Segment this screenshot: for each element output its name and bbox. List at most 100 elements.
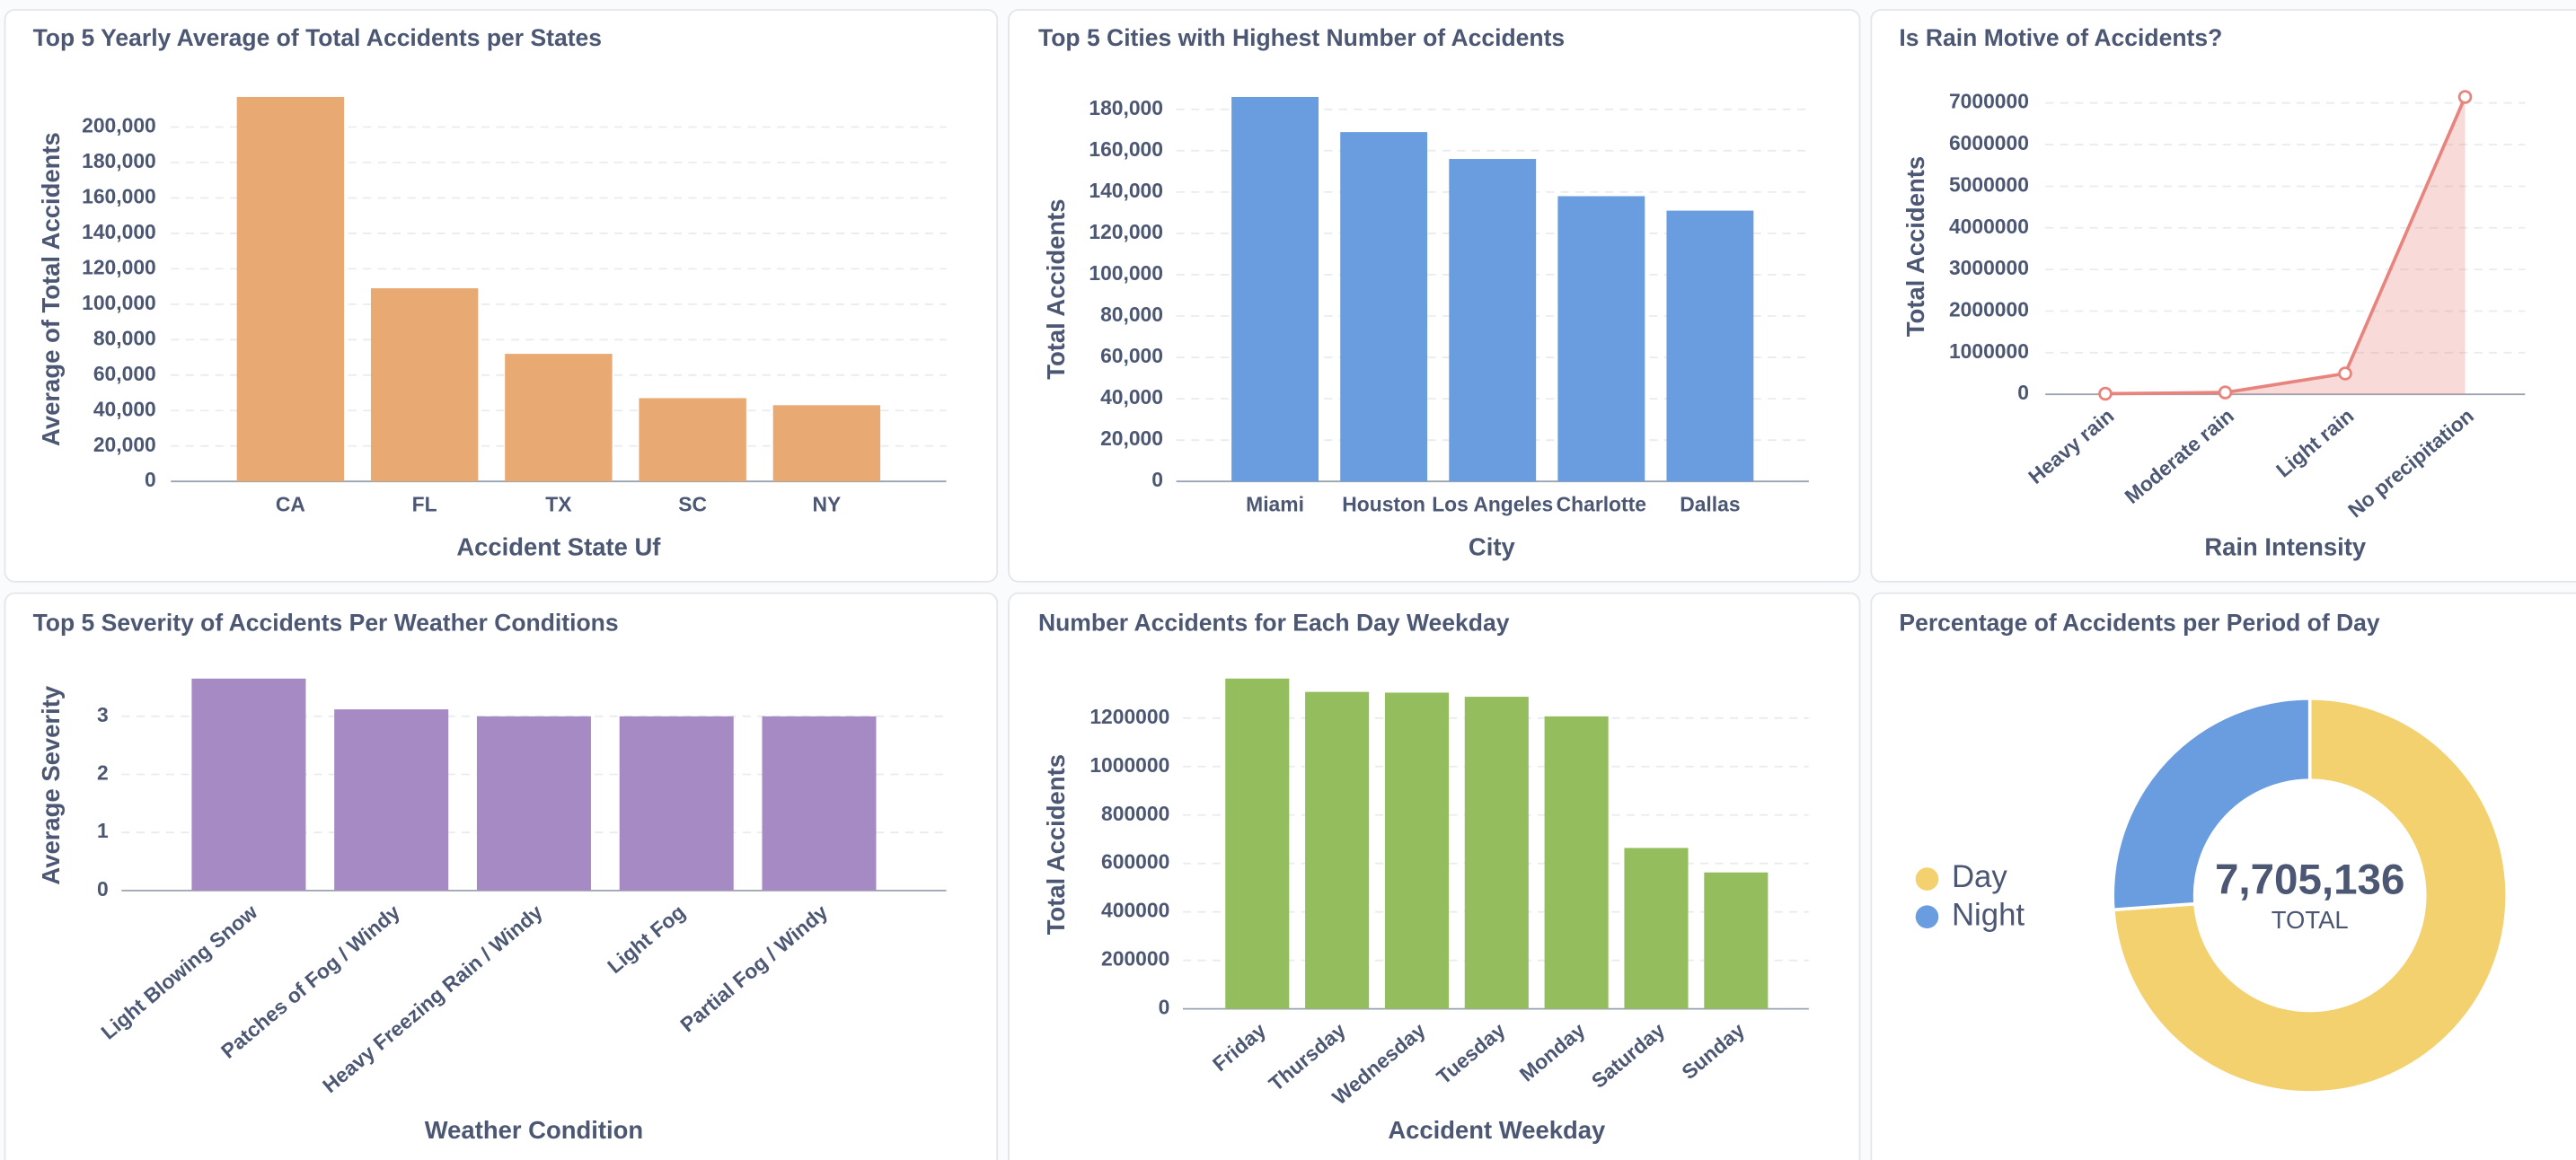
y-tick-label: 160,000 bbox=[82, 184, 156, 207]
y-tick-label: 600000 bbox=[1101, 850, 1169, 874]
y-tick-label: 1 bbox=[97, 819, 109, 842]
y-tick-label: 3000000 bbox=[1949, 256, 2029, 279]
y-tick-label: 40,000 bbox=[1100, 385, 1163, 409]
bar bbox=[1449, 159, 1537, 482]
y-tick-label: 160,000 bbox=[1089, 137, 1163, 161]
bar bbox=[1666, 210, 1754, 482]
y-tick-label: 4000000 bbox=[1949, 215, 2029, 238]
bar bbox=[1305, 691, 1370, 1009]
card bbox=[1008, 9, 1861, 583]
donut-slice bbox=[2111, 696, 2509, 1094]
y-tick-label: 40,000 bbox=[93, 397, 156, 420]
point bbox=[2338, 366, 2352, 381]
y-tick-label: 0 bbox=[2017, 381, 2029, 404]
x-axis-label: Weather Condition bbox=[425, 1116, 643, 1144]
y-tick-label: 20,000 bbox=[93, 433, 156, 456]
bar bbox=[476, 716, 591, 891]
y-tick-label: 6000000 bbox=[1949, 131, 2029, 154]
y-tick-label: 180,000 bbox=[82, 149, 156, 172]
bar bbox=[619, 716, 734, 891]
total-caption: TOTAL bbox=[2272, 906, 2349, 934]
y-tick-label: 200,000 bbox=[82, 114, 156, 137]
y-axis-label: Total Accidents bbox=[1901, 156, 1929, 337]
y-tick-label: 0 bbox=[1159, 996, 1170, 1019]
y-tick-label: 1000000 bbox=[1949, 339, 2029, 363]
chart-title: Percentage of Accidents per Period of Da… bbox=[1899, 609, 2379, 636]
y-tick-label: 180,000 bbox=[1089, 96, 1163, 119]
point bbox=[2098, 386, 2113, 401]
legend-label: Night bbox=[1952, 898, 2025, 932]
bar bbox=[1557, 196, 1645, 482]
bar bbox=[762, 716, 877, 891]
bar bbox=[1340, 132, 1428, 482]
y-tick-label: 60,000 bbox=[93, 362, 156, 385]
y-tick-label: 100,000 bbox=[82, 291, 156, 314]
chart-title: Top 5 Cities with Highest Number of Acci… bbox=[1038, 24, 1565, 51]
legend-marker bbox=[1915, 905, 1939, 928]
bar bbox=[1384, 692, 1449, 1009]
bar bbox=[1464, 697, 1529, 1009]
x-axis-label: Rain Intensity bbox=[2204, 532, 2367, 560]
x-tick-label: CA bbox=[276, 493, 305, 516]
y-tick-label: 20,000 bbox=[1100, 426, 1163, 450]
line bbox=[2104, 96, 2467, 396]
y-tick-label: 80,000 bbox=[1100, 303, 1163, 326]
y-tick-label: 80,000 bbox=[93, 326, 156, 349]
y-axis-label: Average Severity bbox=[37, 685, 65, 884]
card bbox=[1870, 9, 2576, 583]
bar bbox=[236, 96, 345, 482]
y-tick-label: 200000 bbox=[1101, 947, 1169, 971]
bar bbox=[1231, 96, 1319, 482]
y-tick-label: 5000000 bbox=[1949, 172, 2029, 196]
y-tick-label: 120,000 bbox=[1089, 220, 1163, 243]
chart-title: Is Rain Motive of Accidents? bbox=[1899, 24, 2222, 51]
bar bbox=[505, 354, 613, 482]
y-tick-label: 800000 bbox=[1101, 802, 1169, 825]
y-tick-label: 0 bbox=[1151, 468, 1163, 491]
chart-title: Top 5 Severity of Accidents Per Weather … bbox=[33, 609, 619, 636]
y-tick-label: 2000000 bbox=[1949, 298, 2029, 321]
y-tick-label: 0 bbox=[97, 877, 109, 901]
bar bbox=[1704, 872, 1769, 1009]
bar bbox=[334, 709, 449, 891]
chart-title: Number Accidents for Each Day Weekday bbox=[1038, 609, 1510, 636]
chart-title: Top 5 Yearly Average of Total Accidents … bbox=[33, 24, 602, 51]
x-tick-label: Miami bbox=[1246, 493, 1304, 516]
x-tick-label: TX bbox=[545, 493, 572, 516]
x-tick-label: Dallas bbox=[1680, 493, 1740, 516]
area-fill bbox=[2104, 96, 2466, 395]
y-tick-label: 140,000 bbox=[1089, 179, 1163, 202]
bar bbox=[1225, 678, 1290, 1009]
y-tick-label: 140,000 bbox=[82, 220, 156, 243]
x-axis-label: City bbox=[1469, 532, 1516, 560]
bar bbox=[1544, 716, 1609, 1009]
y-tick-label: 400000 bbox=[1101, 899, 1169, 922]
bar bbox=[1624, 848, 1689, 1009]
bar bbox=[639, 398, 746, 482]
y-axis-label: Total Accidents bbox=[1042, 754, 1070, 935]
y-tick-label: 1000000 bbox=[1090, 753, 1169, 777]
x-tick-label: Houston bbox=[1342, 493, 1425, 516]
y-tick-label: 100,000 bbox=[1089, 261, 1163, 285]
x-axis-label: Accident Weekday bbox=[1388, 1116, 1606, 1144]
y-axis-label: Average of Total Accidents bbox=[37, 132, 65, 446]
x-tick-label: NY bbox=[813, 493, 842, 516]
x-axis-label: Accident State Uf bbox=[456, 532, 661, 560]
y-tick-label: 120,000 bbox=[82, 255, 156, 278]
legend-label: Day bbox=[1952, 860, 2007, 894]
x-tick-label: FL bbox=[412, 493, 437, 516]
legend-marker bbox=[1915, 867, 1939, 891]
y-tick-label: 1200000 bbox=[1090, 705, 1169, 728]
point bbox=[2218, 385, 2233, 400]
y-tick-label: 60,000 bbox=[1100, 344, 1163, 367]
y-tick-label: 3 bbox=[97, 703, 109, 726]
bar bbox=[191, 678, 306, 891]
donut-slice bbox=[2111, 696, 2312, 912]
x-tick-label: Los Angeles bbox=[1432, 493, 1553, 516]
x-tick-label: SC bbox=[678, 493, 707, 516]
x-tick-label: Charlotte bbox=[1557, 493, 1646, 516]
bar bbox=[772, 405, 881, 482]
point bbox=[2457, 90, 2473, 104]
y-tick-label: 2 bbox=[97, 761, 109, 785]
y-axis-label: Total Accidents bbox=[1042, 198, 1070, 379]
